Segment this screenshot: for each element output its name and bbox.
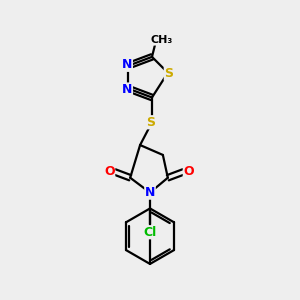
Text: O: O: [104, 165, 115, 178]
Text: N: N: [145, 186, 155, 199]
Text: O: O: [183, 165, 194, 178]
Text: Cl: Cl: [143, 226, 157, 239]
Text: S: S: [164, 67, 173, 80]
Text: CH₃: CH₃: [151, 35, 173, 45]
Text: N: N: [122, 58, 132, 71]
Text: N: N: [122, 83, 132, 96]
Text: S: S: [146, 116, 155, 129]
